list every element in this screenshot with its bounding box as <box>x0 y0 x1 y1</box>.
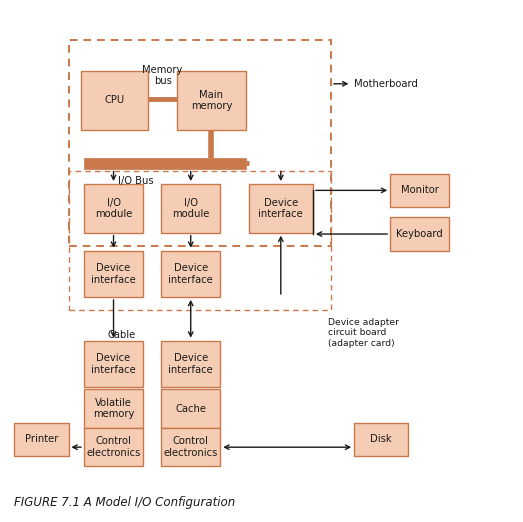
FancyBboxPatch shape <box>84 251 143 297</box>
FancyBboxPatch shape <box>161 389 220 428</box>
FancyBboxPatch shape <box>161 184 220 233</box>
FancyBboxPatch shape <box>84 158 246 169</box>
Text: Control
electronics: Control electronics <box>164 436 218 458</box>
Text: I/O
module: I/O module <box>172 197 209 219</box>
FancyBboxPatch shape <box>84 184 143 233</box>
FancyBboxPatch shape <box>84 428 143 467</box>
Text: CPU: CPU <box>105 96 125 105</box>
FancyBboxPatch shape <box>15 423 69 456</box>
FancyBboxPatch shape <box>390 217 449 251</box>
Text: Cable: Cable <box>107 330 135 340</box>
FancyBboxPatch shape <box>354 423 408 456</box>
Text: Volatile
memory: Volatile memory <box>93 398 134 420</box>
Text: FIGURE 7.1 A Model I/O Configuration: FIGURE 7.1 A Model I/O Configuration <box>15 496 236 509</box>
FancyBboxPatch shape <box>177 71 246 130</box>
Text: Keyboard: Keyboard <box>396 229 443 239</box>
Text: Device
interface: Device interface <box>168 353 213 374</box>
Text: Device
interface: Device interface <box>258 197 303 219</box>
Text: Device
interface: Device interface <box>91 263 136 284</box>
FancyBboxPatch shape <box>161 251 220 297</box>
Text: Printer: Printer <box>25 434 58 445</box>
Text: Device adapter
circuit board
(adapter card): Device adapter circuit board (adapter ca… <box>328 318 400 348</box>
Text: Main
memory: Main memory <box>190 90 232 111</box>
FancyBboxPatch shape <box>390 174 449 207</box>
Text: I/O
module: I/O module <box>95 197 132 219</box>
FancyBboxPatch shape <box>161 341 220 387</box>
Text: Motherboard: Motherboard <box>334 79 418 89</box>
FancyBboxPatch shape <box>84 341 143 387</box>
Text: Monitor: Monitor <box>401 185 439 195</box>
FancyBboxPatch shape <box>84 389 143 428</box>
FancyBboxPatch shape <box>161 428 220 467</box>
Text: Device
interface: Device interface <box>91 353 136 374</box>
FancyBboxPatch shape <box>82 71 149 130</box>
Text: Device
interface: Device interface <box>168 263 213 284</box>
Text: Disk: Disk <box>370 434 392 445</box>
Text: Control
electronics: Control electronics <box>86 436 141 458</box>
Text: I/O Bus: I/O Bus <box>118 176 153 186</box>
FancyBboxPatch shape <box>248 184 313 233</box>
Text: Cache: Cache <box>175 404 206 413</box>
Text: Memory
bus: Memory bus <box>142 65 183 86</box>
